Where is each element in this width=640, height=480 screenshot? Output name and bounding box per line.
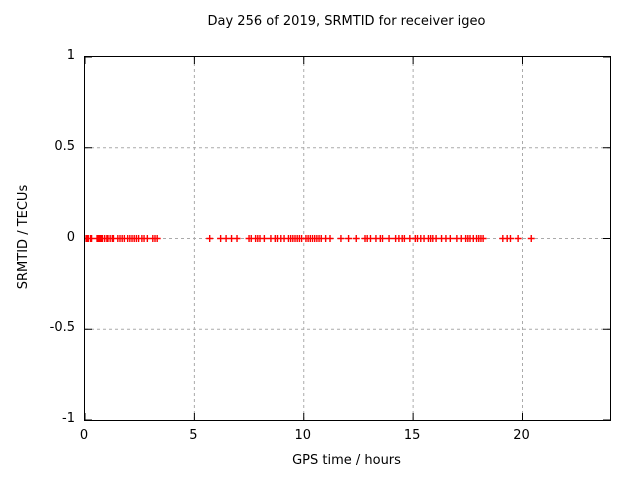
scatter-plot-svg xyxy=(85,57,610,420)
x-axis-label: GPS time / hours xyxy=(292,453,401,468)
y-tick-label: -1 xyxy=(62,411,75,426)
x-tick-label: 10 xyxy=(294,428,312,443)
x-tick-label: 15 xyxy=(403,428,421,443)
y-tick-label: 0 xyxy=(66,229,75,245)
x-tick-label: 20 xyxy=(513,428,530,443)
chart-title: Day 256 of 2019, SRMTID for receiver ige… xyxy=(207,14,486,29)
x-tick-label: 0 xyxy=(79,428,89,443)
data-points-plus-markers xyxy=(85,235,535,242)
x-tick-label: 5 xyxy=(189,428,198,443)
plot-area xyxy=(84,56,611,421)
y-tick-label: 1 xyxy=(66,48,75,63)
y-tick-label: -0.5 xyxy=(49,320,75,336)
y-tick-label: 0.5 xyxy=(54,138,75,154)
